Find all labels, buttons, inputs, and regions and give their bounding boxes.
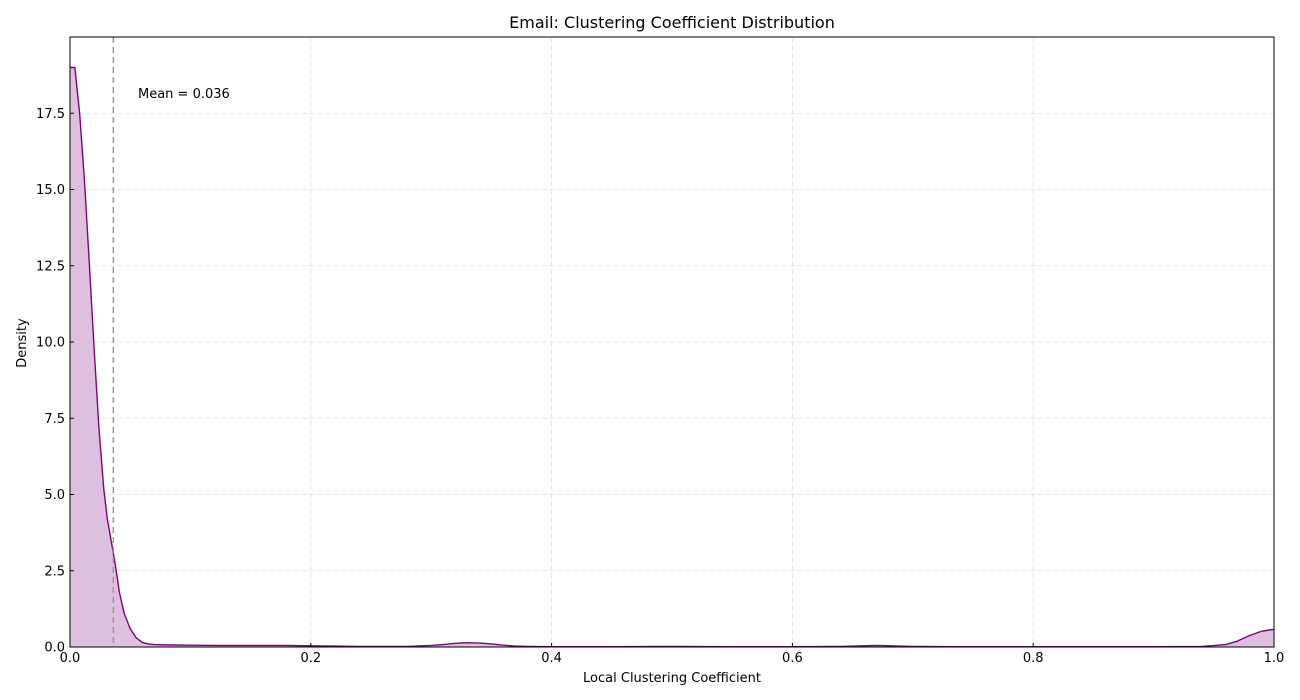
mean-layer: Mean = 0.036 <box>112 37 230 647</box>
density-area-layer <box>70 66 1275 648</box>
y-tick-label: 0.0 <box>44 641 65 656</box>
x-axis-label: Local Clustering Coefficient <box>583 671 761 686</box>
density-fill-area <box>70 67 1274 647</box>
axes-layer: 0.0 0.2 0.4 0.6 0.8 1.0 0.0 2.5 5.0 7.5 10.0 12.5 15… <box>36 36 1285 666</box>
density-line <box>70 66 1275 648</box>
x-tick-label: 0.6 <box>782 651 803 666</box>
y-tick-label: 10.0 <box>36 336 65 351</box>
y-tick-label: 2.5 <box>44 564 65 579</box>
mean-annotation: Mean = 0.036 <box>138 87 230 102</box>
y-tick-label: 12.5 <box>36 259 65 274</box>
x-tick-label: 1.0 <box>1264 651 1285 666</box>
x-tick-label: 0.0 <box>60 651 81 666</box>
y-tick-label: 5.0 <box>44 488 65 503</box>
y-tick-label: 15.0 <box>36 183 65 198</box>
y-axis-label: Density <box>15 318 30 368</box>
grid-layer <box>70 37 1274 647</box>
y-tick-label: 7.5 <box>44 412 65 427</box>
x-tick-label: 0.4 <box>541 651 562 666</box>
chart-title: Email: Clustering Coefficient Distributi… <box>509 13 835 32</box>
x-tick-label: 0.8 <box>1023 651 1044 666</box>
x-tick-label: 0.2 <box>300 651 321 666</box>
y-tick-label: 17.5 <box>36 107 65 122</box>
